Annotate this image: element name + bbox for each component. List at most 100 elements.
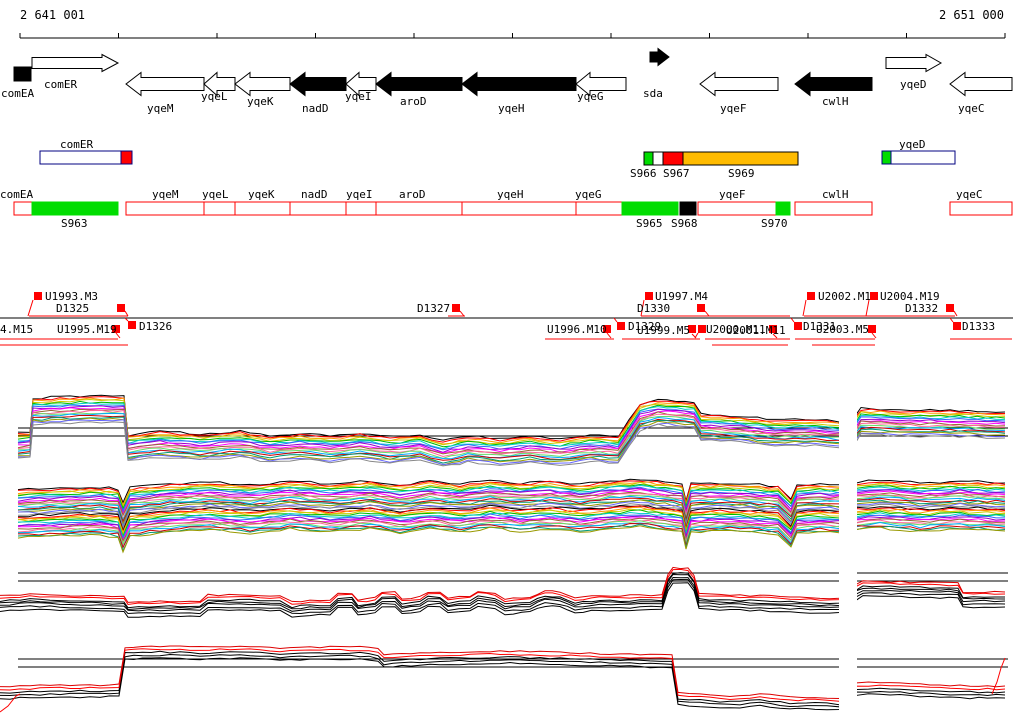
gene-arrow-yqeC[interactable] <box>949 71 1013 97</box>
segment-sda-box[interactable] <box>652 151 664 166</box>
region-box-yqeC[interactable] <box>949 201 1013 216</box>
gene-arrow-sda[interactable] <box>649 47 670 67</box>
region-box-yqeI[interactable] <box>345 201 377 216</box>
marker-label-U2003.M5: U2003.M5 <box>816 323 869 336</box>
data-gap <box>839 558 857 632</box>
profile-line-extra <box>0 693 21 713</box>
gene-arrow-comER[interactable] <box>31 53 120 73</box>
region-box-S968[interactable] <box>679 201 697 216</box>
gene-arrow-yqeL[interactable] <box>203 71 236 97</box>
marker-flag-U1999.M5[interactable] <box>688 325 696 333</box>
region-box-comEA[interactable] <box>13 201 33 216</box>
marker-flag-U2000.M11[interactable] <box>698 325 706 333</box>
marker-flag-D1330[interactable] <box>697 304 705 312</box>
marker-flag-D1331[interactable] <box>794 322 802 330</box>
ruler <box>19 33 1006 39</box>
marker-label-U1995.M19: U1995.M19 <box>57 323 117 336</box>
marker-label-U1997.M4: U1997.M4 <box>655 290 708 303</box>
gene-arrow-yqeD[interactable] <box>885 53 943 73</box>
gene-label-yqeF: yqeF <box>720 102 747 115</box>
marker-flag-U1995.M19[interactable] <box>112 325 120 333</box>
marker-label-D1326: D1326 <box>139 320 172 333</box>
gene-label-comER: comER <box>44 78 77 91</box>
marker-flag-U2003.M5[interactable] <box>868 325 876 333</box>
gene-comEA[interactable] <box>13 66 32 82</box>
gene-arrow-aroD[interactable] <box>375 71 463 97</box>
gene-track: comEA comER yqeM yqeL yqeK nadD yqeI aroD yqeH yq… <box>1 47 1013 115</box>
region-label-aroD: aroD <box>399 188 426 201</box>
segment-S967-box[interactable] <box>662 151 684 166</box>
gene-arrow-yqeF[interactable] <box>699 71 779 97</box>
marker-label-D1327: D1327 <box>417 302 450 315</box>
profile-line <box>0 650 1006 706</box>
profile-panel-3 <box>0 558 1008 632</box>
segment-label-comER: comER <box>60 138 93 151</box>
marker-flag-U1993.M3[interactable] <box>34 292 42 300</box>
segment-comER-red[interactable] <box>120 150 133 165</box>
region-label-yqeF: yqeF <box>719 188 746 201</box>
region-box-cwlH[interactable] <box>794 201 873 216</box>
profile-panel-4 <box>0 636 1008 714</box>
marker-flag-D1333[interactable] <box>953 322 961 330</box>
segment-label-S966: S966 <box>630 167 657 180</box>
profile-panel-2 <box>17 477 1006 554</box>
marker-flag-D1327[interactable] <box>452 304 460 312</box>
region-box-S965[interactable] <box>621 201 679 216</box>
marker-flag-U2002.M11[interactable] <box>807 292 815 300</box>
marker-flag-line <box>802 299 807 317</box>
marker-flag-line <box>124 310 129 317</box>
marker-flag-D1332[interactable] <box>946 304 954 312</box>
gene-arrow-yqeH[interactable] <box>461 71 577 97</box>
marker-flag-D1326[interactable] <box>128 321 136 329</box>
marker-label-U1993.M3: U1993.M3 <box>45 290 98 303</box>
data-gap <box>839 477 857 552</box>
segment-label-yqeD: yqeD <box>899 138 926 151</box>
gene-arrow-nadD[interactable] <box>289 71 347 97</box>
region-label-S965: S965 <box>636 217 663 230</box>
region-box-yqeL[interactable] <box>203 201 236 216</box>
gene-arrow-yqeG[interactable] <box>575 71 627 97</box>
region-box-yqeF[interactable] <box>697 201 777 216</box>
marker-flag-line <box>606 332 612 339</box>
marker-flag-U2004.M19[interactable] <box>870 292 878 300</box>
gene-label-yqeK: yqeK <box>247 95 274 108</box>
gene-label-yqeC: yqeC <box>958 102 985 115</box>
gene-arrow-yqeK[interactable] <box>234 71 291 97</box>
segment-yqeD-green[interactable] <box>881 150 892 165</box>
region-box-aroD[interactable] <box>375 201 463 216</box>
marker-label-D1333: D1333 <box>962 320 995 333</box>
marker-flag-line <box>115 332 121 339</box>
data-gap <box>839 393 857 470</box>
region-box-yqeM[interactable] <box>125 201 205 216</box>
region-label-yqeI: yqeI <box>346 188 373 201</box>
marker-flag-line <box>949 317 954 323</box>
region-box-S963[interactable] <box>31 201 119 216</box>
profile-panel-1 <box>17 393 1008 470</box>
marker-flag-U1996.M10[interactable] <box>603 325 611 333</box>
segment-yqeD-box[interactable] <box>881 150 956 165</box>
region-box-yqeH[interactable] <box>461 201 577 216</box>
profile-line <box>0 648 1006 702</box>
segment-comER-box[interactable] <box>39 150 133 165</box>
marker-flag-D1325[interactable] <box>117 304 125 312</box>
data-gap <box>839 636 857 714</box>
segment-S969-box[interactable] <box>682 151 799 166</box>
marker-flag-line <box>704 310 710 317</box>
region-box-nadD[interactable] <box>289 201 347 216</box>
gene-arrow-yqeI[interactable] <box>345 71 377 97</box>
segment-label-S969: S969 <box>728 167 755 180</box>
region-label-S963: S963 <box>61 217 88 230</box>
gene-arrow-yqeM[interactable] <box>125 71 205 97</box>
region-label-yqeH: yqeH <box>497 188 524 201</box>
marker-flag-D1329[interactable] <box>617 322 625 330</box>
region-label-yqeL: yqeL <box>202 188 229 201</box>
marker-flag-U1997.M4[interactable] <box>645 292 653 300</box>
marker-flag-U2001.M11[interactable] <box>769 325 777 333</box>
segment-S966-box[interactable] <box>643 151 654 166</box>
coordinate-start: 2 641 001 <box>20 8 86 22</box>
region-box-yqeG[interactable] <box>575 201 623 216</box>
region-box-S970[interactable] <box>775 201 791 216</box>
gene-arrow-cwlH[interactable] <box>794 71 873 97</box>
region-box-yqeK[interactable] <box>234 201 291 216</box>
